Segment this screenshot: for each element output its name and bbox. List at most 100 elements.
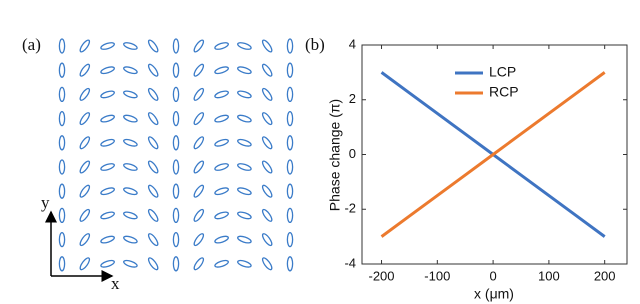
ellipse [100, 114, 115, 123]
ellipse [100, 187, 115, 196]
panel-label: (b) [305, 35, 325, 54]
ellipse [214, 114, 229, 123]
ellipse [237, 235, 252, 244]
y-tick-label: 2 [349, 91, 356, 106]
y-tick-label: 4 [349, 36, 356, 51]
ellipse [286, 38, 294, 54]
ellipse [58, 86, 66, 103]
ellipse [261, 184, 273, 198]
ellipse [100, 211, 115, 220]
ellipse [58, 256, 66, 272]
ellipse [261, 136, 273, 150]
ellipse [214, 259, 229, 268]
ellipse [123, 211, 138, 220]
y-tick-label: 0 [349, 146, 356, 161]
ellipse [172, 135, 180, 151]
x-tick-label: 0 [489, 268, 496, 283]
ellipse [147, 63, 159, 77]
panel-label: (a) [22, 35, 41, 54]
ellipse [79, 136, 91, 150]
ellipse [100, 66, 115, 75]
ellipse [58, 207, 66, 224]
ellipse [286, 86, 294, 103]
ellipse [237, 259, 252, 268]
ellipse [214, 138, 229, 147]
ellipse [286, 135, 294, 151]
ellipse [123, 187, 138, 196]
ellipse [237, 42, 252, 50]
ellipse [79, 63, 91, 77]
ellipse [237, 66, 252, 75]
x-axis-title: x (μm) [474, 286, 514, 302]
ellipse [172, 62, 180, 78]
ellipse [147, 112, 159, 126]
ellipse [172, 231, 180, 248]
ellipse [79, 87, 91, 101]
ellipse [214, 235, 229, 244]
ellipse [58, 159, 66, 175]
ellipse [172, 207, 180, 224]
ellipse [123, 138, 138, 147]
ellipse [237, 114, 252, 123]
ellipse [147, 136, 159, 150]
ellipse [79, 160, 91, 174]
ellipse [193, 160, 205, 174]
ellipse [261, 257, 273, 271]
ellipse [193, 39, 205, 53]
x-tick-label: 100 [538, 268, 560, 283]
ellipse [58, 135, 66, 151]
y-tick-label: -2 [344, 201, 356, 216]
ellipse [193, 257, 205, 271]
ellipse [58, 62, 66, 78]
ellipse [147, 87, 159, 101]
ellipse [193, 87, 205, 101]
ellipse [286, 231, 294, 248]
ellipse [172, 159, 180, 175]
ellipse [123, 163, 138, 171]
ellipse [79, 112, 91, 126]
ellipse [79, 184, 91, 198]
x-axis-label: x [111, 274, 120, 293]
ellipse [261, 233, 273, 247]
line [380, 71, 606, 238]
ellipse [214, 163, 229, 171]
ellipse [237, 138, 252, 147]
ellipse [237, 90, 252, 99]
ellipse [214, 90, 229, 99]
ellipse [79, 257, 91, 271]
ellipse [286, 183, 294, 199]
ellipse [147, 233, 159, 247]
ellipse [286, 110, 294, 127]
ellipse [123, 66, 138, 75]
legend-label: LCP [489, 64, 516, 80]
ellipse [193, 112, 205, 126]
x-tick-label: -100 [424, 268, 450, 283]
ellipse [100, 259, 115, 268]
ellipse [123, 259, 138, 268]
ellipse [172, 110, 180, 127]
ellipse [100, 235, 115, 244]
ellipse [286, 159, 294, 175]
y-axis-title: Phase change (π) [327, 99, 343, 211]
ellipse [261, 160, 273, 174]
ellipse [79, 208, 91, 222]
ellipse [261, 112, 273, 126]
x-tick-label: 200 [594, 268, 616, 283]
x-tick-label: -200 [369, 268, 395, 283]
ellipse [100, 138, 115, 147]
ellipse-array [58, 38, 294, 272]
ellipse [237, 187, 252, 196]
ellipse [214, 211, 229, 220]
ellipse [193, 208, 205, 222]
ellipse [237, 163, 252, 171]
ellipse [100, 42, 115, 50]
ellipse [286, 62, 294, 78]
ellipse [100, 163, 115, 171]
ellipse [214, 42, 229, 50]
y-axis-label: y [41, 193, 50, 212]
ellipse [172, 86, 180, 103]
ellipse [193, 63, 205, 77]
ellipse [261, 87, 273, 101]
ellipse [261, 208, 273, 222]
